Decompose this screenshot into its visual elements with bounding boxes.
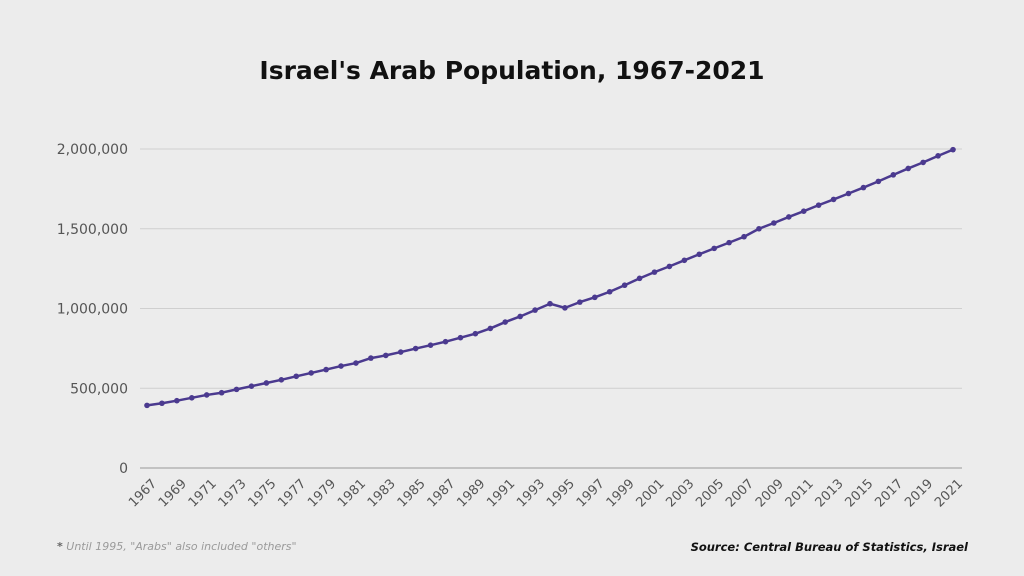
x-tick-label: 2021 [932, 476, 966, 510]
data-point [278, 376, 285, 383]
data-point [815, 202, 822, 208]
data-point [233, 386, 240, 393]
x-tick-label: 2003 [663, 476, 697, 510]
x-tick-label: 1985 [395, 476, 429, 510]
data-point [174, 397, 180, 404]
data-point [442, 338, 449, 345]
data-point [412, 345, 419, 352]
footnote-marker: * [57, 540, 63, 553]
data-point [651, 269, 658, 275]
data-point [532, 307, 538, 313]
data-point [457, 334, 464, 341]
data-point [800, 208, 807, 215]
data-point [368, 355, 374, 361]
x-tick-label: 1967 [126, 476, 160, 510]
x-tick-label: 2001 [634, 476, 668, 510]
data-point [427, 342, 434, 348]
x-tick-label: 2015 [842, 476, 876, 510]
data-point [935, 153, 941, 159]
data-point [786, 214, 792, 220]
data-point [487, 325, 494, 332]
data-point [621, 282, 628, 289]
x-tick-label: 2007 [723, 476, 757, 510]
data-point [950, 146, 956, 153]
data-point [591, 294, 598, 301]
data-point [203, 392, 210, 398]
y-tick-label: 0 [119, 461, 128, 477]
x-tick-label: 1997 [574, 476, 608, 510]
data-point [293, 373, 300, 380]
y-tick-label: 1,500,000 [57, 222, 128, 238]
x-tick-label: 1999 [604, 476, 638, 510]
x-tick-label: 1969 [156, 476, 190, 510]
x-tick-label: 2011 [783, 476, 817, 510]
y-tick-label: 500,000 [70, 381, 128, 397]
data-point [905, 165, 912, 172]
data-point [920, 159, 926, 166]
x-tick-label: 1987 [425, 476, 459, 510]
data-point [875, 178, 882, 185]
data-point [353, 360, 359, 366]
data-point [308, 370, 314, 376]
data-point [397, 349, 404, 355]
data-point [144, 402, 150, 409]
footnote-text: Until 1995, "Arabs" also included "other… [66, 540, 297, 553]
data-point [263, 380, 270, 386]
x-tick-label: 2017 [872, 476, 906, 510]
x-tick-label: 1979 [305, 476, 339, 510]
data-point [323, 366, 329, 373]
x-tick-label: 1973 [216, 476, 250, 510]
data-point [666, 263, 673, 270]
x-tick-label: 1971 [186, 476, 220, 510]
data-point [636, 275, 643, 282]
data-point [502, 319, 509, 325]
x-tick-label: 1977 [275, 476, 309, 510]
data-point [577, 299, 583, 305]
data-point [890, 172, 897, 178]
data-point [547, 300, 553, 307]
data-point [681, 257, 688, 264]
data-point [248, 383, 255, 389]
y-tick-label: 1,000,000 [57, 302, 128, 318]
data-point [606, 288, 613, 295]
data-point [338, 363, 344, 369]
x-tick-label: 1981 [335, 476, 369, 510]
x-tick-label: 1983 [365, 476, 399, 510]
data-point [756, 225, 762, 232]
data-point [517, 313, 523, 320]
data-point [562, 305, 568, 311]
data-point [696, 251, 703, 258]
data-point [741, 233, 747, 240]
x-tick-label: 2009 [753, 476, 787, 510]
x-tick-label: 2013 [813, 476, 847, 510]
x-tick-label: 2005 [693, 476, 727, 510]
x-tick-label: 1975 [245, 476, 279, 510]
data-point [830, 196, 837, 203]
data-point [188, 395, 195, 401]
data-point [726, 239, 732, 246]
chart-title: Israel's Arab Population, 1967-2021 [259, 56, 765, 85]
x-tick-label: 1993 [514, 476, 548, 510]
x-tick-label: 1995 [544, 476, 578, 510]
data-point [159, 400, 165, 407]
data-point [711, 245, 717, 252]
y-tick-label: 2,000,000 [57, 142, 128, 158]
x-tick-label: 1989 [454, 476, 488, 510]
data-point [472, 330, 479, 337]
x-tick-label: 1991 [484, 476, 518, 510]
data-point [771, 220, 777, 226]
x-tick-label: 2019 [902, 476, 936, 510]
data-point [383, 352, 389, 359]
source-note: Source: Central Bureau of Statistics, Is… [690, 540, 968, 554]
data-point [845, 190, 852, 197]
data-point [218, 389, 225, 396]
series-line [146, 148, 954, 407]
data-point [860, 184, 867, 191]
footnote: * Until 1995, "Arabs" also included "oth… [57, 540, 297, 553]
